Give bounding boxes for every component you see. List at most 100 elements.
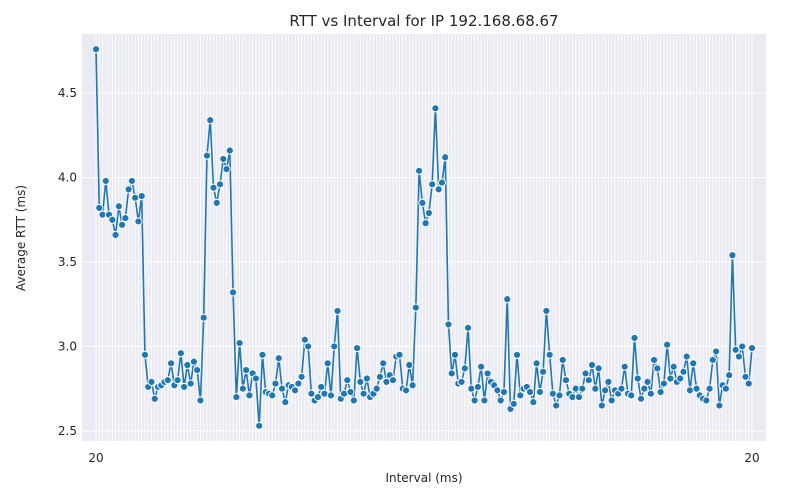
- data-point: [206, 116, 215, 125]
- data-point: [574, 392, 584, 402]
- data-point: [189, 357, 199, 366]
- x-tick-labels: 20 20: [88, 451, 759, 465]
- data-point: [343, 376, 352, 385]
- data-point: [496, 396, 505, 405]
- data-point: [659, 379, 668, 388]
- data-point: [734, 352, 744, 361]
- data-point: [653, 364, 662, 373]
- data-point: [215, 180, 225, 189]
- data-point: [676, 374, 685, 383]
- data-point: [232, 392, 241, 402]
- data-point: [212, 198, 221, 207]
- data-point: [731, 345, 740, 354]
- data-point: [636, 394, 646, 403]
- data-point: [460, 364, 469, 373]
- data-point: [300, 335, 309, 344]
- data-point: [297, 372, 306, 381]
- data-point: [408, 381, 417, 390]
- data-point: [721, 384, 730, 393]
- data-point: [741, 372, 750, 381]
- data-point: [127, 176, 136, 186]
- data-point: [379, 359, 388, 368]
- data-point: [437, 178, 447, 187]
- data-point: [509, 399, 518, 408]
- data-point: [209, 183, 218, 192]
- data-point: [401, 386, 411, 395]
- data-point: [738, 342, 747, 351]
- data-point: [620, 362, 629, 371]
- data-point: [356, 377, 365, 386]
- data-point: [630, 333, 639, 343]
- data-point: [186, 379, 195, 388]
- data-point: [219, 154, 228, 164]
- data-point: [323, 359, 332, 368]
- data-point: [525, 387, 535, 397]
- data-point: [578, 384, 587, 393]
- data-point: [529, 398, 538, 407]
- data-point: [470, 396, 479, 405]
- data-point: [712, 347, 721, 356]
- data-point: [137, 192, 146, 201]
- data-point: [91, 45, 101, 54]
- data-point: [594, 364, 603, 373]
- data-point: [114, 202, 123, 211]
- data-point: [424, 208, 433, 218]
- data-point: [176, 349, 185, 358]
- data-point: [333, 306, 342, 316]
- data-point: [705, 384, 714, 393]
- data-point: [532, 359, 541, 368]
- data-point: [111, 230, 120, 240]
- data-point: [473, 382, 482, 392]
- data-point: [601, 386, 610, 395]
- data-point: [480, 396, 489, 405]
- data-point: [428, 180, 437, 189]
- data-point: [692, 384, 701, 393]
- data-point: [147, 377, 156, 386]
- y-tick-label: 3.0: [58, 339, 77, 353]
- data-point: [124, 185, 133, 194]
- data-point: [362, 374, 371, 383]
- data-point: [607, 396, 616, 405]
- data-point: [235, 338, 244, 348]
- data-point: [193, 365, 202, 375]
- data-point: [118, 220, 127, 229]
- data-point: [415, 166, 424, 175]
- data-point: [649, 355, 659, 365]
- data-point: [627, 391, 636, 400]
- data-point: [375, 372, 385, 381]
- data-point: [199, 313, 208, 322]
- data-point: [483, 369, 492, 378]
- chart-title: RTT vs Interval for IP 192.168.68.67: [289, 12, 558, 30]
- data-point: [715, 401, 724, 410]
- x-axis-label: Interval (ms): [385, 471, 462, 485]
- data-point: [643, 377, 652, 386]
- data-point: [294, 379, 303, 388]
- series-layer: [91, 45, 757, 430]
- data-point: [359, 389, 368, 398]
- data-point: [317, 382, 326, 392]
- data-point: [558, 355, 567, 365]
- x-tick-label: 20: [88, 451, 103, 465]
- data-point: [555, 391, 564, 400]
- data-point: [108, 215, 117, 224]
- data-point: [477, 362, 486, 371]
- data-point: [561, 376, 571, 385]
- data-point: [352, 344, 362, 353]
- data-point: [140, 350, 150, 359]
- data-point: [669, 362, 678, 371]
- data-point: [708, 355, 717, 365]
- data-point: [274, 354, 283, 363]
- data-point: [744, 379, 753, 388]
- series-line: [95, 49, 753, 427]
- data-point: [290, 386, 300, 395]
- y-axis-label: Average RTT (ms): [14, 185, 28, 291]
- data-point: [245, 391, 254, 400]
- data-point: [271, 379, 280, 388]
- data-point: [499, 387, 509, 397]
- data-point: [242, 365, 251, 375]
- data-point: [640, 384, 649, 393]
- data-point: [258, 350, 267, 359]
- data-point: [349, 396, 358, 405]
- data-point: [372, 384, 381, 393]
